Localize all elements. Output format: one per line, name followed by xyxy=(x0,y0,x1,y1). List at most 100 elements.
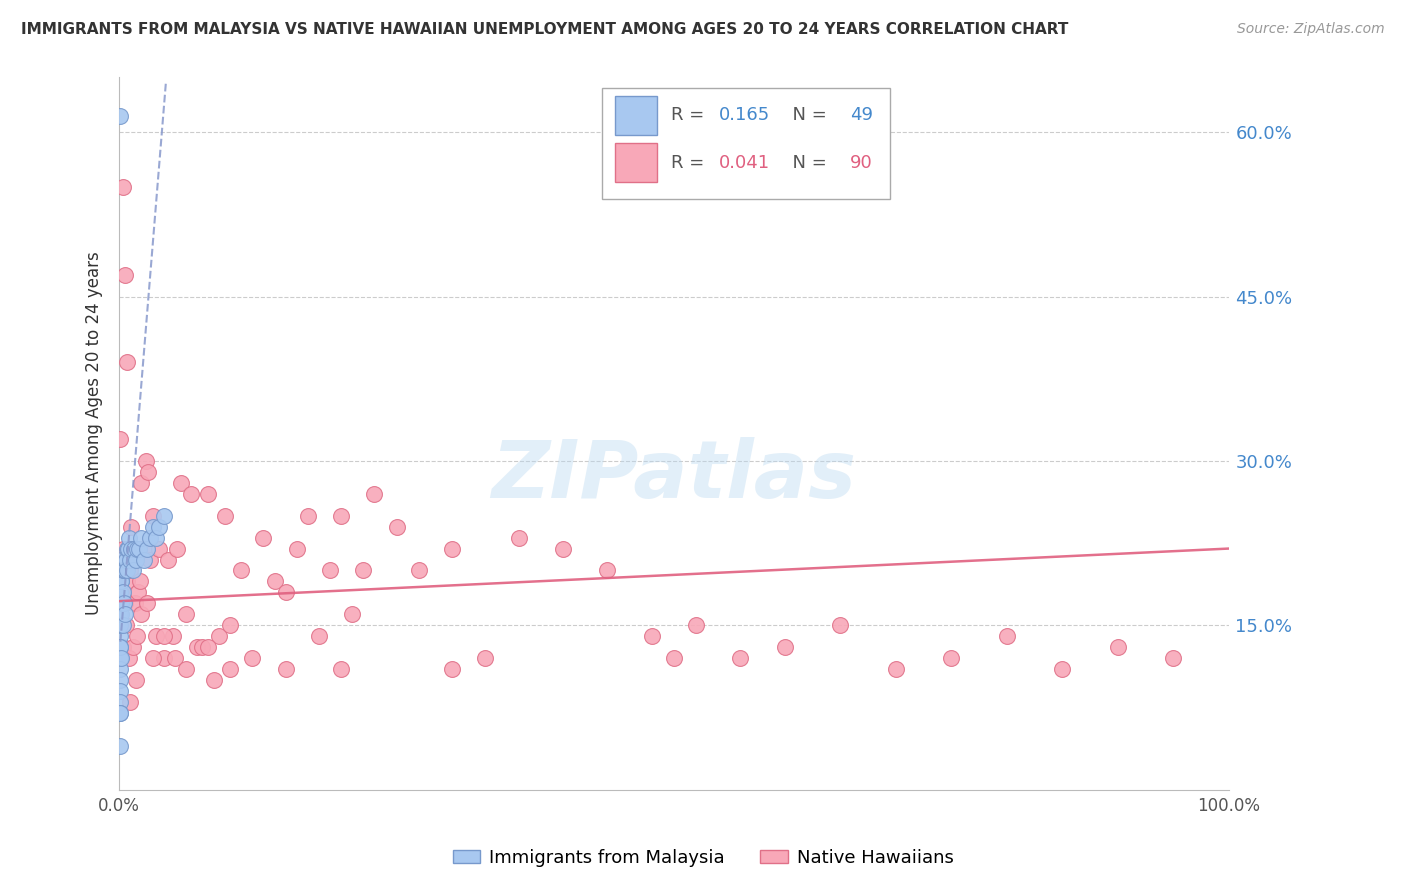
Point xyxy=(122,541,145,556)
Point xyxy=(132,552,155,566)
Text: R =: R = xyxy=(671,154,710,172)
Point xyxy=(117,541,139,556)
Point xyxy=(141,651,163,665)
Point xyxy=(152,651,174,665)
Text: Source: ZipAtlas.com: Source: ZipAtlas.com xyxy=(1237,22,1385,37)
Point xyxy=(197,487,219,501)
Point xyxy=(115,618,138,632)
Point xyxy=(1050,662,1073,676)
Point xyxy=(110,109,132,123)
Point xyxy=(202,673,225,687)
Point xyxy=(111,585,134,599)
Point xyxy=(474,651,496,665)
Point xyxy=(148,519,170,533)
Point xyxy=(129,574,152,589)
Point xyxy=(108,640,131,655)
Point xyxy=(152,629,174,643)
Text: N =: N = xyxy=(782,106,832,124)
Point xyxy=(132,541,155,556)
Point xyxy=(191,640,214,655)
Point xyxy=(941,651,963,665)
Point xyxy=(128,541,150,556)
Point xyxy=(121,541,143,556)
FancyBboxPatch shape xyxy=(602,88,890,199)
Point xyxy=(139,531,162,545)
Point xyxy=(114,268,136,282)
Point xyxy=(110,596,132,610)
Point xyxy=(136,596,159,610)
Point xyxy=(830,618,852,632)
Point xyxy=(408,564,430,578)
Point xyxy=(139,552,162,566)
Point xyxy=(274,662,297,676)
Point xyxy=(114,564,136,578)
Point xyxy=(641,629,664,643)
Point xyxy=(170,475,193,490)
Point xyxy=(385,519,408,533)
Point xyxy=(125,541,148,556)
Point xyxy=(214,508,236,523)
Point xyxy=(125,552,148,566)
Point xyxy=(111,564,134,578)
Text: R =: R = xyxy=(671,106,710,124)
Point xyxy=(125,673,148,687)
Point xyxy=(115,564,138,578)
Point xyxy=(363,487,385,501)
Point xyxy=(118,651,141,665)
Point xyxy=(108,651,131,665)
Point xyxy=(662,651,685,665)
Point xyxy=(108,684,131,698)
Point xyxy=(112,596,135,610)
Point xyxy=(110,607,132,622)
Point xyxy=(166,541,188,556)
Point xyxy=(145,531,167,545)
Point xyxy=(110,552,132,566)
Point xyxy=(773,640,796,655)
Point xyxy=(186,640,208,655)
Text: IMMIGRANTS FROM MALAYSIA VS NATIVE HAWAIIAN UNEMPLOYMENT AMONG AGES 20 TO 24 YEA: IMMIGRANTS FROM MALAYSIA VS NATIVE HAWAI… xyxy=(21,22,1069,37)
Point xyxy=(308,629,330,643)
Point xyxy=(108,662,131,676)
Point xyxy=(219,662,242,676)
Point xyxy=(110,585,132,599)
Bar xyxy=(614,144,657,183)
Point xyxy=(108,706,131,720)
Point xyxy=(141,508,163,523)
Text: 49: 49 xyxy=(851,106,873,124)
Point xyxy=(121,640,143,655)
Point xyxy=(1107,640,1129,655)
Point xyxy=(231,564,253,578)
Point xyxy=(120,552,142,566)
Point xyxy=(121,519,143,533)
Point xyxy=(242,651,264,665)
Point xyxy=(122,541,145,556)
Point xyxy=(441,541,464,556)
Point xyxy=(174,662,197,676)
Text: 0.041: 0.041 xyxy=(720,154,770,172)
Point xyxy=(884,662,907,676)
Point xyxy=(551,541,574,556)
Point xyxy=(111,180,134,194)
Point xyxy=(596,564,619,578)
Point xyxy=(342,607,364,622)
Point xyxy=(136,541,159,556)
Point xyxy=(110,618,132,632)
Point xyxy=(135,454,157,468)
Point xyxy=(111,640,134,655)
Point xyxy=(148,541,170,556)
Point xyxy=(108,629,131,643)
Legend: Immigrants from Malaysia, Native Hawaiians: Immigrants from Malaysia, Native Hawaiia… xyxy=(446,842,960,874)
Point xyxy=(124,596,146,610)
Point xyxy=(131,607,153,622)
Point xyxy=(352,564,374,578)
Point xyxy=(115,574,138,589)
Point xyxy=(730,651,752,665)
Point xyxy=(110,640,132,655)
Text: N =: N = xyxy=(782,154,832,172)
Point xyxy=(110,596,132,610)
Point xyxy=(180,487,202,501)
Point xyxy=(112,564,135,578)
Point xyxy=(118,531,141,545)
Point xyxy=(108,673,131,687)
Point xyxy=(120,695,142,709)
